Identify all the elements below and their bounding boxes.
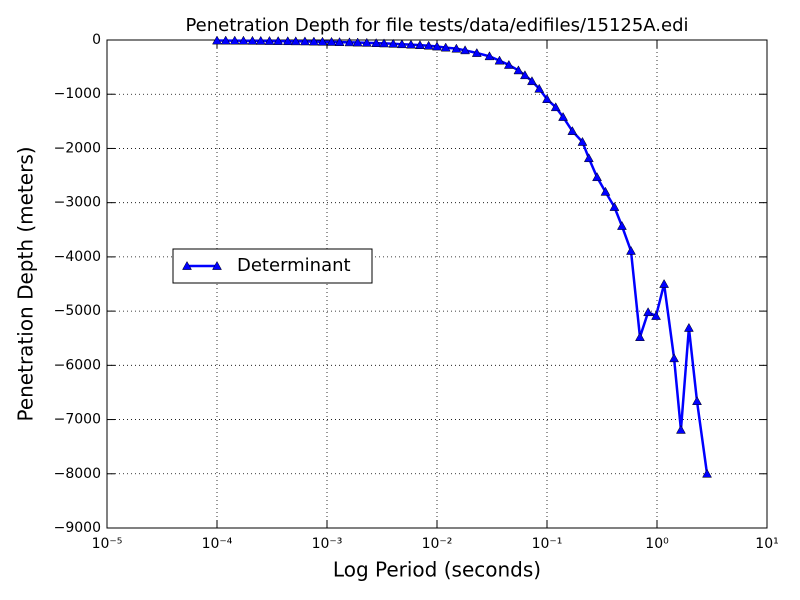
data-marker xyxy=(626,245,636,255)
data-marker xyxy=(692,396,702,405)
y-tick-label: −4000 xyxy=(54,249,101,265)
data-marker xyxy=(494,55,505,65)
data-marker xyxy=(247,35,258,45)
y-tick-label: −2000 xyxy=(54,140,101,156)
data-marker xyxy=(326,36,337,46)
data-marker xyxy=(220,35,231,45)
data-marker xyxy=(361,37,372,47)
y-axis-label: Penetration Depth (meters) xyxy=(14,146,38,421)
data-marker xyxy=(527,76,537,86)
data-marker xyxy=(282,36,293,46)
legend-marker xyxy=(212,260,222,270)
y-tick-label: −3000 xyxy=(54,195,101,211)
data-marker xyxy=(513,65,524,75)
y-tick-label: 0 xyxy=(92,32,101,48)
plot-frame xyxy=(106,39,768,529)
data-marker xyxy=(406,39,416,49)
data-marker xyxy=(534,83,545,93)
data-marker xyxy=(592,172,602,182)
data-marker xyxy=(675,424,686,434)
data-marker xyxy=(471,47,482,57)
data-marker xyxy=(460,45,471,55)
data-marker xyxy=(503,59,514,69)
data-marker xyxy=(583,153,594,163)
data-marker xyxy=(344,37,355,47)
data-marker xyxy=(371,38,382,47)
data-marker xyxy=(440,42,451,52)
data-marker xyxy=(577,136,588,146)
data-marker xyxy=(558,111,568,121)
data-marker xyxy=(352,37,363,47)
data-marker xyxy=(635,332,645,341)
x-tick-label: 10⁻² xyxy=(422,536,453,552)
x-tick-label: 10⁻³ xyxy=(312,536,343,552)
data-marker xyxy=(379,38,389,48)
y-tick-label: −1000 xyxy=(54,86,101,102)
y-tick-label: −5000 xyxy=(54,303,101,319)
x-tick-label: 10⁰ xyxy=(645,536,669,552)
data-marker xyxy=(669,353,680,363)
data-marker xyxy=(432,41,442,51)
data-marker xyxy=(238,35,249,45)
y-tick-label: −6000 xyxy=(54,357,101,373)
data-marker xyxy=(617,220,627,230)
data-marker xyxy=(334,37,345,46)
data-marker xyxy=(229,35,240,45)
data-marker xyxy=(609,201,620,211)
chart-title: Penetration Depth for file tests/data/ed… xyxy=(185,15,688,36)
data-marker xyxy=(600,186,611,196)
y-tick-label: −9000 xyxy=(54,520,101,536)
x-tick-label: 10¹ xyxy=(755,536,778,552)
data-marker xyxy=(397,39,407,49)
data-marker xyxy=(255,35,266,45)
data-marker xyxy=(683,322,694,332)
data-marker xyxy=(542,94,552,103)
data-marker xyxy=(451,43,462,53)
data-marker xyxy=(484,51,495,61)
data-marker xyxy=(273,36,284,45)
x-axis-label: Log Period (seconds) xyxy=(333,558,541,582)
x-tick-label: 10⁻⁴ xyxy=(202,536,233,552)
data-marker xyxy=(550,102,561,112)
data-marker xyxy=(520,70,530,80)
data-marker xyxy=(212,35,222,45)
data-marker xyxy=(290,36,301,46)
x-tick-label: 10⁻⁵ xyxy=(92,536,123,552)
data-marker xyxy=(659,278,670,288)
data-marker xyxy=(317,36,328,46)
y-tick-label: −7000 xyxy=(54,412,101,428)
x-tick-label: 10⁻¹ xyxy=(532,536,563,552)
data-marker xyxy=(567,126,578,135)
data-marker xyxy=(643,307,654,317)
data-marker xyxy=(423,40,434,50)
data-marker xyxy=(264,35,275,45)
data-marker xyxy=(300,36,310,46)
data-marker xyxy=(651,310,661,320)
legend-marker xyxy=(182,260,192,270)
data-marker xyxy=(308,36,319,46)
legend-label: Determinant xyxy=(237,255,351,276)
data-marker xyxy=(415,40,425,50)
y-tick-label: −8000 xyxy=(54,466,101,482)
data-marker xyxy=(702,468,712,478)
data-marker xyxy=(388,38,399,48)
